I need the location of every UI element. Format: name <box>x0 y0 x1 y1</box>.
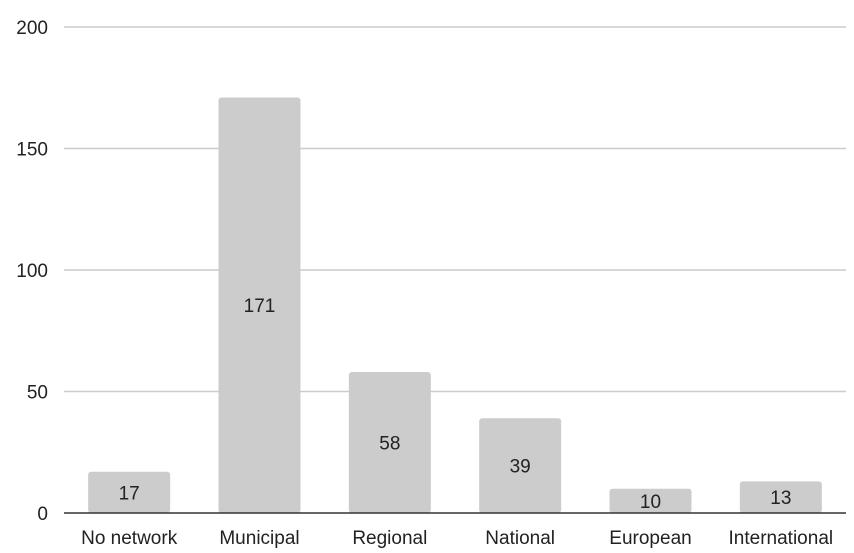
x-category-label-international: International <box>729 528 834 548</box>
data-label-no-network: 17 <box>119 483 140 504</box>
x-category-label-no-network: No network <box>81 528 178 548</box>
y-tick-label-100: 100 <box>16 261 48 282</box>
data-label-regional: 58 <box>379 434 400 455</box>
bar-european <box>609 488 692 513</box>
y-tick-label-150: 150 <box>16 140 48 161</box>
data-label-european: 10 <box>640 492 661 513</box>
bars <box>88 97 822 513</box>
x-axis-categories: No network Municipal Regional National Europ… <box>81 528 834 549</box>
data-label-international: 13 <box>770 488 791 509</box>
bar-no-network <box>88 471 171 513</box>
x-category-label-regional: Regional <box>352 528 427 548</box>
gridlines <box>64 26 846 393</box>
bar-national <box>479 418 562 513</box>
y-tick-label-0: 0 <box>37 504 48 525</box>
data-labels: 17 171 58 39 10 13 <box>119 296 792 513</box>
data-label-national: 39 <box>510 457 531 478</box>
x-category-label-national: National <box>485 528 555 548</box>
y-tick-label-50: 50 <box>27 383 48 404</box>
y-axis-ticks: 0 50 100 150 200 <box>16 18 48 525</box>
data-label-municipal: 171 <box>244 296 276 317</box>
bar-regional <box>348 372 431 513</box>
bar-international <box>739 481 822 513</box>
x-category-label-municipal: Municipal <box>219 528 299 548</box>
x-category-label-european: European <box>609 528 691 548</box>
y-tick-label-200: 200 <box>16 18 48 39</box>
bar-municipal <box>218 97 301 513</box>
